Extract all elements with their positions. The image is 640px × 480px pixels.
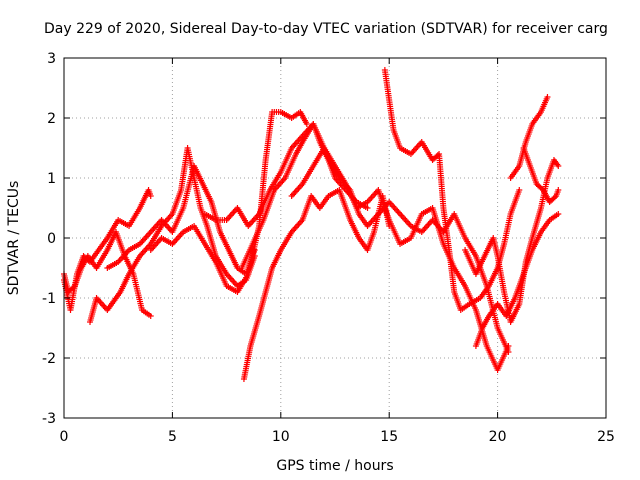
chart-title: Day 229 of 2020, Sidereal Day-to-day VTE… [44, 21, 608, 37]
data-point-marker [70, 284, 77, 291]
data-points [61, 67, 562, 382]
data-point-marker [147, 313, 154, 319]
grid-lines [64, 58, 606, 418]
data-point-marker [505, 343, 512, 349]
data-point-marker [364, 205, 371, 211]
data-point-marker [147, 193, 154, 199]
data-point-marker [303, 121, 310, 127]
data-point-marker [158, 217, 165, 223]
